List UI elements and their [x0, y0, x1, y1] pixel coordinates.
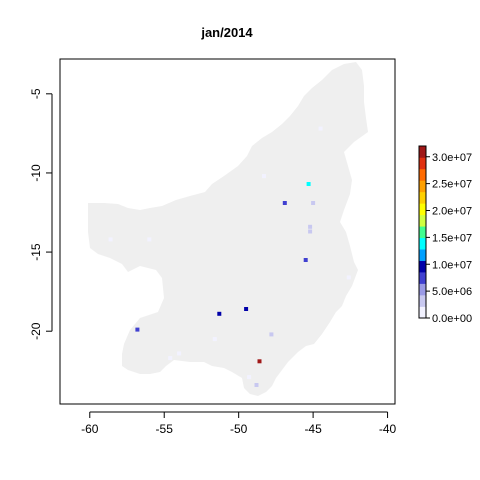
colorbar-swatch — [419, 272, 426, 284]
data-cell — [212, 337, 217, 342]
plot-frame — [59, 58, 396, 405]
x-tick-label: -45 — [304, 422, 322, 436]
y-tick-label: -20 — [29, 322, 43, 340]
colorbar-swatch — [419, 214, 426, 227]
x-axis: -60 -55 -50 -45 -40 — [81, 411, 397, 436]
colorbar-swatch — [419, 226, 426, 239]
data-cell — [282, 201, 287, 205]
colorbar-swatch — [419, 283, 426, 296]
y-tick-label: -5 — [29, 88, 43, 99]
data-cell — [217, 311, 222, 316]
data-cell — [108, 237, 113, 242]
colorbar-tick-label: 3.0e+07 — [432, 152, 472, 164]
data-cell — [346, 275, 351, 280]
colorbar-swatch — [419, 203, 426, 216]
data-cell — [254, 383, 259, 387]
colorbar-legend: 0.0e+00 5.0e+06 1.0e+07 1.5e+07 2.0e+07 2.5e+… — [418, 145, 472, 325]
data-cell — [177, 351, 182, 356]
data-cell — [257, 359, 262, 364]
chart-title: jan/2014 — [200, 25, 253, 40]
data-cell — [318, 126, 323, 131]
x-tick-label: -40 — [379, 422, 397, 436]
data-cell — [135, 327, 140, 332]
data-cell — [306, 182, 311, 186]
colorbar-swatch — [419, 295, 426, 307]
x-tick-label: -50 — [230, 422, 248, 436]
colorbar-tick-label: 5.0e+06 — [432, 286, 472, 298]
data-cell — [308, 229, 313, 234]
colorbar-swatch — [419, 146, 426, 158]
region-shape — [88, 62, 368, 396]
data-cell — [269, 332, 274, 337]
colorbar-swatch — [419, 168, 426, 181]
colorbar-swatch — [419, 191, 426, 204]
data-cell — [311, 201, 316, 205]
data-cell — [247, 375, 252, 380]
colorbar-frame — [418, 145, 427, 319]
data-cell — [244, 307, 249, 311]
x-tick-label: -55 — [156, 422, 174, 436]
data-cell — [308, 224, 313, 229]
x-tick-label: -60 — [81, 422, 99, 436]
data-cell — [147, 237, 152, 242]
region-mask — [88, 62, 368, 396]
colorbar-swatch — [419, 180, 426, 193]
colorbar-swatch — [419, 157, 426, 170]
y-tick-label: -10 — [29, 164, 43, 182]
colorbar-tick-label: 0.0e+00 — [432, 313, 472, 325]
data-cell — [168, 356, 173, 361]
data-cell — [262, 174, 266, 179]
colorbar-tick-label: 2.0e+07 — [432, 206, 472, 218]
data-cell — [303, 258, 308, 262]
data-cells — [108, 126, 351, 387]
colorbar-swatch — [419, 260, 426, 273]
colorbar-swatch — [419, 249, 426, 261]
colorbar-tick-label: 1.5e+07 — [432, 232, 472, 244]
colorbar-tick-label: 1.0e+07 — [432, 259, 472, 271]
colorbar-tick-label: 2.5e+07 — [432, 179, 472, 191]
y-axis: -5 -10 -15 -20 — [29, 88, 53, 340]
colorbar-swatch — [419, 237, 426, 250]
colorbar-swatch — [419, 306, 426, 319]
y-tick-label: -15 — [29, 243, 43, 261]
